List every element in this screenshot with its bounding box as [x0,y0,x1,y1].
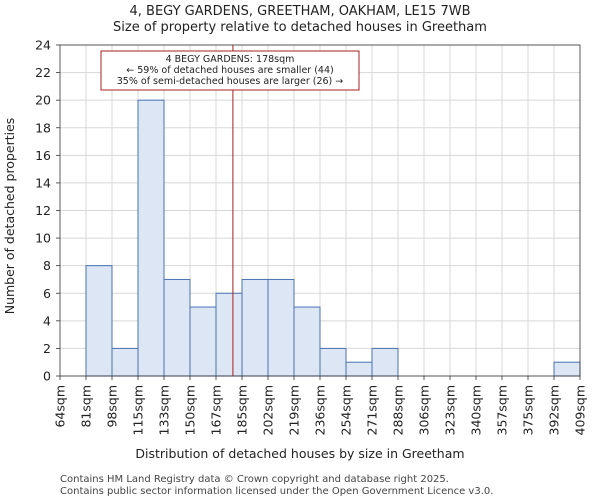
x-axis: 64sqm 81sqm 98sqm 115sqm 133sqm 150sqm 167sqm 1… [53,376,588,435]
y-axis-label: Number of detached properties [2,118,17,315]
annotation-frame [100,50,360,91]
bar [345,361,373,377]
y-tick-label: 24 [35,38,51,53]
bar [553,361,581,377]
bar [267,278,295,377]
x-tick-label: 271sqm [365,385,380,435]
x-tick-label: 64sqm [53,385,68,428]
y-tick-label: 10 [35,231,51,246]
chart-title-line2: Size of property relative to detached ho… [113,20,487,35]
y-tick-label: 4 [43,313,51,328]
y-tick-label: 20 [35,93,51,108]
bar [319,347,347,377]
annotation-line2: ← 59% of detached houses are smaller (44… [126,65,333,76]
x-tick-label: 167sqm [209,385,224,435]
bar [163,278,191,377]
bar [241,278,269,377]
x-tick-label: 288sqm [391,385,406,435]
x-tick-label: 340sqm [469,385,484,435]
x-tick-label: 306sqm [417,385,432,435]
y-tick-label: 6 [43,286,51,301]
x-tick-label: 81sqm [79,385,94,428]
y-tick-label: 16 [35,148,51,163]
bar [137,99,165,377]
bar [215,292,243,377]
annotation-box: 4 BEGY GARDENS: 178sqm ← 59% of detached… [100,50,360,91]
bar [111,347,139,377]
y-tick-label: 18 [35,120,51,135]
y-tick-label: 2 [43,341,51,356]
bar [189,306,217,377]
x-tick-label: 98sqm [105,385,120,428]
x-tick-label: 392sqm [547,385,562,435]
x-tick-label: 219sqm [287,385,302,435]
y-tick-label: 12 [35,203,51,218]
y-tick-label: 22 [35,65,51,80]
x-tick-label: 375sqm [521,385,536,435]
bars [85,99,581,377]
chart-title-line1: 4, BEGY GARDENS, GREETHAM, OAKHAM, LE15 … [129,4,470,19]
annotation-line1: 4 BEGY GARDENS: 178sqm [166,54,295,65]
bar [85,265,113,377]
x-axis-label: Distribution of detached houses by size … [135,446,464,461]
footer-line1: Contains HM Land Registry data © Crown c… [60,474,449,485]
x-tick-label: 150sqm [183,385,198,435]
x-tick-label: 254sqm [339,385,354,435]
y-tick-label: 14 [35,175,51,190]
y-tick-label: 0 [43,369,51,384]
x-tick-label: 185sqm [235,385,250,435]
x-tick-label: 133sqm [157,385,172,435]
y-tick-label: 8 [43,258,51,273]
x-tick-label: 115sqm [131,385,146,435]
bar [293,306,321,377]
x-tick-label: 202sqm [261,385,276,435]
annotation-line3: 35% of semi-detached houses are larger (… [117,76,344,87]
footer-line2: Contains public sector information licen… [60,486,493,497]
x-tick-label: 357sqm [495,385,510,435]
x-tick-label: 323sqm [443,385,458,435]
x-tick-label: 236sqm [313,385,328,435]
x-tick-label: 409sqm [573,385,588,435]
bar [371,347,399,377]
